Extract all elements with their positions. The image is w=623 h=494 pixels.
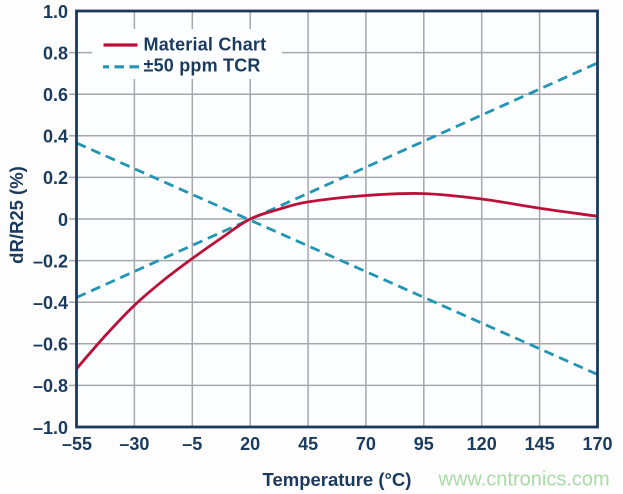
svg-text:dR/R25 (%): dR/R25 (%) [6,166,27,264]
svg-text:120: 120 [467,434,497,454]
svg-text:0.6: 0.6 [43,85,68,105]
svg-text:70: 70 [356,434,376,454]
svg-text:0: 0 [58,210,68,230]
svg-text:1.0: 1.0 [43,2,68,22]
svg-text:Temperature (°C): Temperature (°C) [263,469,412,490]
svg-text:Material Chart: Material Chart [144,34,267,54]
svg-text:0.2: 0.2 [43,168,68,188]
svg-text:–1.0: –1.0 [33,418,68,438]
svg-text:45: 45 [298,434,318,454]
svg-text:–0.6: –0.6 [33,335,68,355]
svg-text:0.4: 0.4 [43,127,68,147]
svg-text:–55: –55 [62,434,92,454]
svg-text:–0.8: –0.8 [33,376,68,396]
svg-text:–5: –5 [182,434,202,454]
svg-text:–0.2: –0.2 [33,251,68,271]
svg-text:0.8: 0.8 [43,43,68,63]
svg-text:–0.4: –0.4 [33,293,68,313]
svg-text:95: 95 [414,434,434,454]
svg-text:–30: –30 [119,434,149,454]
svg-text:145: 145 [525,434,555,454]
svg-text:170: 170 [582,434,612,454]
svg-text:20: 20 [240,434,260,454]
svg-text:www.cntronics.com: www.cntronics.com [438,469,610,491]
svg-text:±50 ppm TCR: ±50 ppm TCR [144,56,261,76]
